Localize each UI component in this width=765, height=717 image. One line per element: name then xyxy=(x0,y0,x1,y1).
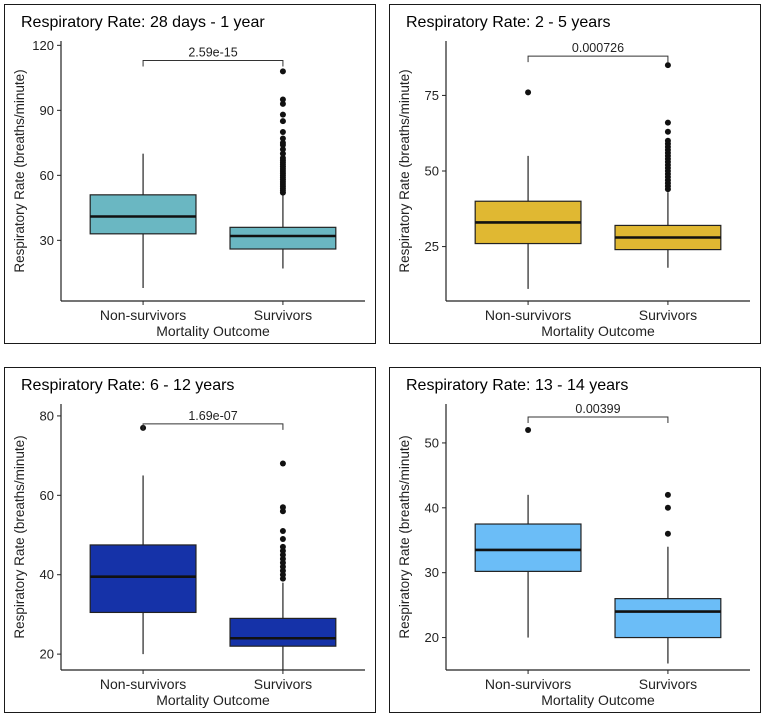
y-tick-label: 80 xyxy=(40,408,54,423)
chart-panel-13-14y: 20 30 40 50 Non-survivors Survivors Mortality … xyxy=(389,367,761,713)
x-tick-label: Non-survivors xyxy=(100,307,186,323)
chart-title: Respiratory Rate: 6 - 12 years xyxy=(21,377,235,394)
outlier-point xyxy=(525,426,532,433)
chart-title: Respiratory Rate: 13 - 14 years xyxy=(406,377,629,394)
x-tick-label: Survivors xyxy=(254,307,312,323)
outlier-point xyxy=(279,68,286,75)
outlier-point xyxy=(279,535,286,542)
y-axis-title: Respiratory Rate (breaths/minute) xyxy=(12,435,27,638)
boxplot-svg: 20 30 40 50 Non-survivors SurvivorsMortality … xyxy=(397,402,750,708)
y-tick-label: 20 xyxy=(425,630,439,645)
outlier-point xyxy=(664,62,671,69)
p-value-label: 0.000726 xyxy=(572,41,624,55)
y-tick-label: 90 xyxy=(40,103,54,118)
comparison-bracket xyxy=(527,416,669,423)
p-value-label: 0.00399 xyxy=(575,402,620,416)
y-tick-label: 25 xyxy=(425,239,439,254)
outlier-point xyxy=(279,150,286,157)
x-axis-title: Mortality Outcome xyxy=(156,323,270,339)
y-tick-label: 30 xyxy=(40,233,54,248)
p-value-label: 1.69e-07 xyxy=(188,409,237,423)
comparison-bracket xyxy=(142,423,284,430)
box xyxy=(229,617,337,647)
comparison-bracket xyxy=(142,60,284,67)
y-tick-label: 120 xyxy=(32,38,54,53)
outlier-point xyxy=(279,118,286,125)
y-tick-label: 50 xyxy=(425,435,439,450)
boxplot-svg: 30 60 90 120 Non-survivors SurvivorsMortality… xyxy=(12,38,365,339)
outlier-point xyxy=(664,128,671,135)
outlier-point xyxy=(279,129,286,135)
y-tick-label: 30 xyxy=(425,565,439,580)
x-axis-title: Mortality Outcome xyxy=(541,323,655,339)
x-tick-label: Non-survivors xyxy=(100,676,186,692)
x-axis-title: Mortality Outcome xyxy=(541,692,655,708)
outlier-point xyxy=(279,96,286,103)
chart-title: Respiratory Rate: 2 - 5 years xyxy=(406,14,611,31)
outlier-point xyxy=(279,543,286,550)
outlier-point xyxy=(279,135,286,142)
x-tick-label: Survivors xyxy=(639,307,697,323)
y-tick-label: 20 xyxy=(40,647,54,662)
y-axis-title: Respiratory Rate (breaths/minute) xyxy=(12,69,27,272)
x-tick-label: Survivors xyxy=(254,676,312,692)
p-value-label: 2.59e-15 xyxy=(188,46,237,60)
x-tick-label: Survivors xyxy=(639,676,697,692)
box xyxy=(89,194,197,235)
outlier-point xyxy=(279,100,286,107)
x-axis-title: Mortality Outcome xyxy=(156,692,270,708)
y-axis-title: Respiratory Rate (breaths/minute) xyxy=(397,435,412,638)
chart-panel-28d-1y: 30 60 90 120 Non-survivors Survivors Mortality… xyxy=(4,4,376,344)
comparison-bracket xyxy=(527,55,669,63)
box xyxy=(89,544,197,614)
y-tick-label: 60 xyxy=(40,488,54,503)
outlier-point xyxy=(664,119,671,126)
chart-title: Respiratory Rate: 28 days - 1 year xyxy=(21,14,265,31)
outlier-point xyxy=(525,89,532,96)
outlier-point xyxy=(279,504,286,511)
outlier-point xyxy=(664,491,671,498)
box xyxy=(474,523,582,572)
box xyxy=(229,226,337,250)
x-tick-label: Non-survivors xyxy=(485,676,571,692)
outlier-point xyxy=(279,146,286,153)
outlier-point xyxy=(664,137,671,144)
box xyxy=(614,598,722,639)
y-tick-label: 40 xyxy=(425,500,439,515)
y-axis-title: Respiratory Rate (breaths/minute) xyxy=(397,69,412,272)
outlier-point xyxy=(664,530,671,537)
chart-panel-2-5y: 25 50 75 Non-survivors Survivors Mortality Ou… xyxy=(389,4,761,344)
x-tick-label: Non-survivors xyxy=(485,307,571,323)
y-tick-label: 50 xyxy=(425,164,439,179)
outlier-point xyxy=(279,528,286,535)
outlier-point xyxy=(279,460,286,467)
boxplot-svg: 20 40 60 80 Non-survivors SurvivorsMortality … xyxy=(12,404,365,708)
y-tick-label: 40 xyxy=(40,567,54,582)
chart-panel-6-12y: 20 40 60 80 Non-survivors Survivors Mortality … xyxy=(4,367,376,713)
outlier-point xyxy=(664,504,671,511)
outlier-point xyxy=(279,111,286,118)
y-tick-label: 60 xyxy=(40,168,54,183)
outlier-point xyxy=(279,139,286,146)
y-tick-label: 75 xyxy=(425,88,439,103)
outlier-point xyxy=(279,155,286,161)
